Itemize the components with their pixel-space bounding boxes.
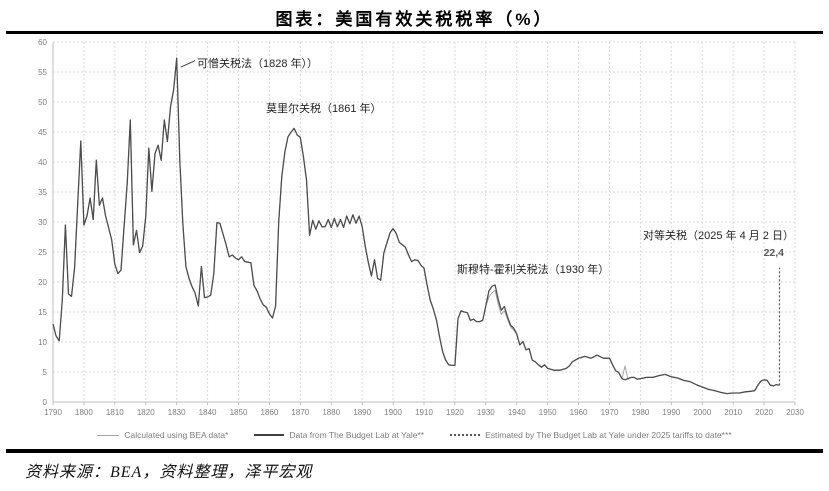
series-line-yale [52,57,780,395]
legend: Calculated using BEA data* Data from The… [0,430,829,440]
x-tick-label: 1930 [477,408,495,417]
y-tick-label: 10 [38,338,47,347]
legend-label-estimate: Estimated by The Budget Lab at Yale unde… [485,430,732,440]
x-tick-label: 2010 [724,408,742,417]
annotation-tariff-of-abominations: 可憎关税法（1828 年）） [197,58,319,70]
x-tick-label: 1860 [261,408,279,417]
y-tick-label: 5 [43,368,48,377]
x-tick-label: 1790 [44,408,62,417]
legend-item-yale: Data from The Budget Lab at Yale** [254,430,424,440]
y-tick-label: 55 [38,68,47,77]
y-tick-label: 35 [38,188,47,197]
y-tick-label: 50 [38,98,47,107]
x-tick-label: 1990 [662,408,680,417]
legend-label-bea: Calculated using BEA data* [124,430,229,440]
series-line-bea [52,57,777,395]
x-tick-label: 2000 [693,408,711,417]
estimate-value-label: 22,4 [763,247,784,259]
legend-item-bea: Calculated using BEA data* [97,430,228,440]
x-tick-label: 1870 [291,408,309,417]
x-tick-label: 2030 [786,408,804,417]
x-tick-label: 1840 [199,408,217,417]
x-tick-label: 1880 [322,408,340,417]
annotation-leader-abominations [180,60,196,68]
y-tick-label: 30 [38,218,47,227]
x-tick-label: 1900 [384,408,402,417]
estimate-line-swatch-icon [450,434,481,436]
x-tick-label: 2020 [755,408,773,417]
bea-line-swatch-icon [97,434,120,436]
x-tick-label: 1830 [168,408,186,417]
y-tick-label: 25 [38,248,47,257]
x-tick-label: 1810 [106,408,124,417]
yale-line-swatch-icon [254,434,285,436]
annotation-reciprocal-tariff: 对等关税（2025 年 4 月 2 日） [643,230,794,242]
page-title: 图表：美国有效关税税率（%） [275,10,554,29]
x-tick-label: 1970 [601,408,619,417]
legend-label-yale: Data from The Budget Lab at Yale** [289,430,425,440]
x-tick-label: 1820 [137,408,155,417]
y-tick-label: 0 [43,398,48,407]
y-tick-label: 45 [38,128,47,137]
x-tick-label: 1950 [539,408,557,417]
bottom-divider [6,449,823,453]
x-tick-label: 1940 [508,408,526,417]
y-tick-label: 20 [38,278,47,287]
x-tick-label: 1920 [446,408,464,417]
x-tick-label: 1980 [632,408,650,417]
x-tick-label: 1910 [415,408,433,417]
top-divider [6,31,823,34]
annotation-smoot-hawley: 斯穆特-霍利关税法（1930 年） [457,264,610,276]
x-tick-label: 1960 [570,408,588,417]
x-tick-label: 1890 [353,408,371,417]
y-tick-label: 40 [38,158,47,167]
x-tick-label: 1850 [230,408,248,417]
annotation-morrill-tariff: 莫里尔关税（1861 年） [266,103,382,115]
x-tick-label: 1800 [75,408,93,417]
legend-item-estimate: Estimated by The Budget Lab at Yale unde… [450,430,732,440]
source-note: 资料来源：BEA，资料整理，泽平宏观 [25,464,313,481]
y-tick-label: 15 [38,308,47,317]
y-tick-label: 60 [38,38,47,47]
